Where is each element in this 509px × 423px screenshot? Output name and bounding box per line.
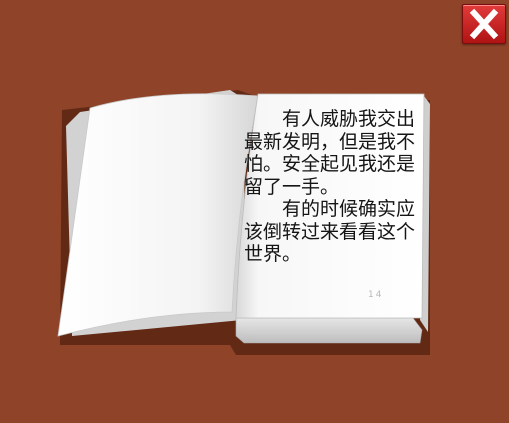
- right-page: [235, 93, 425, 319]
- page-text: 有人威胁我交出最新发明，但是我不怕。安全起见我还是留了一手。 有的时候确实应该倒…: [244, 108, 428, 266]
- right-page-edge: [235, 317, 423, 344]
- left-page: [57, 93, 259, 337]
- close-icon: [469, 8, 499, 40]
- paragraph: 有的时候确实应该倒转过来看看这个世界。: [244, 198, 416, 265]
- paragraph: 有人威胁我交出最新发明，但是我不怕。安全起见我还是留了一手。: [244, 108, 416, 198]
- close-button[interactable]: [462, 4, 506, 44]
- page-number: 14: [368, 290, 384, 300]
